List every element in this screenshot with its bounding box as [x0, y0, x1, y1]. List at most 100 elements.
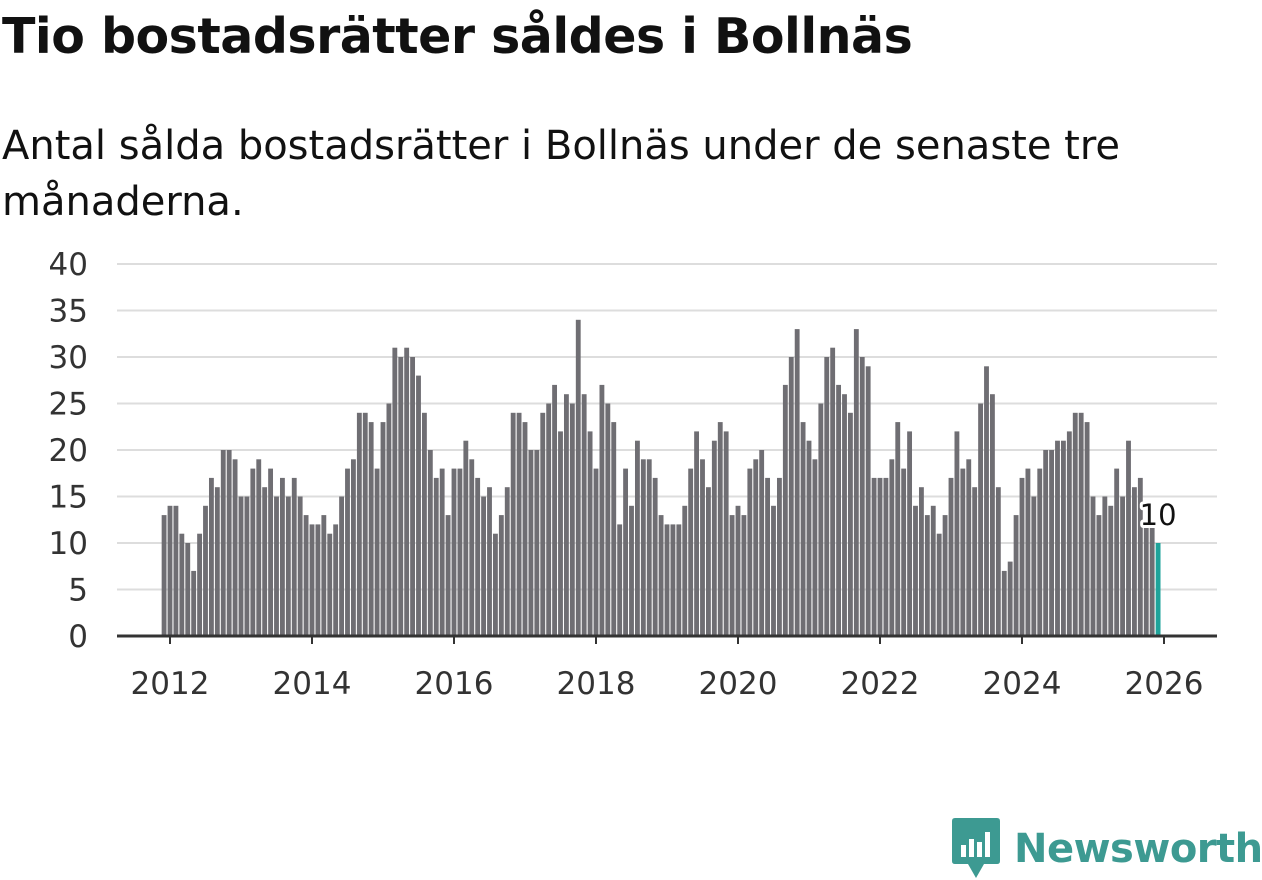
- bar: [842, 394, 847, 636]
- bar: [646, 459, 652, 636]
- bar: [1143, 524, 1149, 636]
- bar: [498, 515, 504, 636]
- bar: [865, 366, 871, 636]
- bar: [1131, 487, 1137, 636]
- x-tick-label-2022: 2022: [841, 666, 920, 702]
- bar: [191, 570, 197, 636]
- bar: [889, 459, 895, 636]
- bar: [504, 487, 510, 636]
- y-tick-label-10: 10: [49, 526, 88, 562]
- bar: [824, 357, 830, 636]
- bar: [492, 533, 498, 636]
- bar: [1031, 496, 1037, 636]
- chart-subtitle: Antal sålda bostadsrätter i Bollnäs unde…: [2, 123, 1121, 225]
- bar: [244, 496, 250, 636]
- x-tick-label-2016: 2016: [415, 666, 494, 702]
- x-tick-label-2018: 2018: [557, 666, 636, 702]
- bar: [883, 477, 889, 636]
- bar: [297, 496, 303, 636]
- bar: [534, 450, 540, 636]
- bar: [1072, 412, 1078, 636]
- bar: [652, 477, 658, 636]
- bar: [315, 524, 321, 636]
- bar: [522, 422, 528, 636]
- bar: [599, 384, 605, 636]
- bar: [759, 450, 765, 636]
- bar: [729, 515, 735, 636]
- bar: [954, 431, 960, 636]
- labels: 0 5 10 15 20 25 30 35 40 2012 2014 2016 2018 2020 2022…: [49, 247, 1204, 702]
- bar: [516, 412, 522, 636]
- bar: [214, 487, 220, 636]
- bar: [1078, 412, 1084, 636]
- bar: [629, 505, 634, 636]
- bar: [386, 403, 392, 636]
- bar: [611, 422, 617, 636]
- bar: [220, 450, 226, 636]
- bar: [853, 329, 859, 636]
- bar: [936, 533, 942, 636]
- bar: [439, 468, 445, 636]
- bar: [847, 412, 853, 636]
- bar: [972, 487, 978, 636]
- bar: [427, 450, 433, 636]
- bar: [723, 431, 729, 636]
- bar: [605, 403, 611, 636]
- y-tick-label-20: 20: [49, 433, 88, 469]
- bar: [451, 468, 457, 636]
- bar: [907, 431, 913, 636]
- bar: [433, 477, 439, 636]
- bar: [173, 505, 179, 636]
- bar: [978, 403, 984, 636]
- bar: [1007, 561, 1013, 636]
- bar: [1055, 440, 1060, 636]
- bar: [1102, 496, 1108, 636]
- bar: [463, 440, 469, 636]
- bar: [960, 468, 966, 636]
- bar: [356, 412, 362, 636]
- bar: [285, 496, 291, 636]
- x-tick-label-2024: 2024: [983, 666, 1062, 702]
- bar: [350, 459, 356, 636]
- bar: [1114, 468, 1120, 636]
- bar: [232, 459, 238, 636]
- bar: [1090, 496, 1096, 636]
- bar: [918, 487, 924, 636]
- bar: [274, 496, 279, 636]
- bar: [859, 357, 865, 636]
- bars: [161, 319, 1161, 636]
- bar: [806, 440, 812, 636]
- bar: [705, 487, 711, 636]
- bar: [1137, 477, 1143, 636]
- brand-name: Newsworthy: [1014, 826, 1262, 872]
- bar: [634, 440, 640, 636]
- axes: [117, 634, 1217, 644]
- y-tick-label-40: 40: [49, 247, 88, 283]
- bar: [226, 450, 232, 636]
- bar: [380, 422, 386, 636]
- bar: [303, 515, 309, 636]
- bar: [333, 524, 339, 636]
- bar: [167, 505, 173, 636]
- bar: [575, 319, 581, 636]
- bar: [913, 505, 918, 636]
- bar: [540, 412, 546, 636]
- bar: [475, 477, 481, 636]
- bar: [1084, 422, 1090, 636]
- bar: [682, 505, 688, 636]
- y-tick-label-0: 0: [68, 619, 88, 655]
- bar: [416, 375, 421, 636]
- bar: [930, 505, 936, 636]
- bar: [339, 496, 345, 636]
- bar: [735, 505, 741, 636]
- bar: [362, 412, 368, 636]
- bar: [623, 468, 629, 636]
- bar: [487, 487, 492, 636]
- bar: [392, 347, 398, 636]
- bar: [895, 422, 901, 636]
- bar: [765, 477, 771, 636]
- bar: [368, 422, 374, 636]
- bar: [788, 357, 794, 636]
- bar: [581, 394, 587, 636]
